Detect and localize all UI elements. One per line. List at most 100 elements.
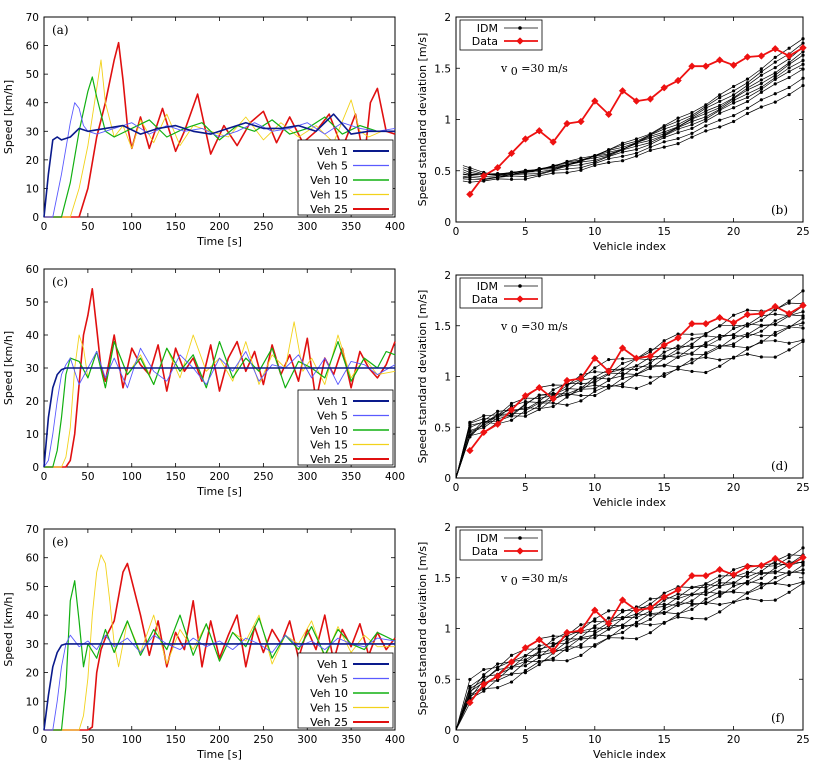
idm-point: [704, 112, 708, 116]
idm-point: [801, 50, 805, 54]
idm-run-line: [455, 341, 804, 479]
legend-marker: [518, 26, 522, 30]
idm-point: [773, 598, 777, 602]
x-tick-label: 200: [209, 471, 229, 483]
idm-point: [773, 561, 777, 566]
idm-point: [773, 330, 777, 335]
idm-point: [648, 145, 652, 149]
legend-label: Veh 15: [310, 189, 348, 202]
data-marker: [516, 295, 524, 303]
idm-point: [718, 111, 722, 115]
idm-point: [482, 417, 486, 421]
series-line-veh-15: [44, 59, 395, 218]
x-tick-label: 0: [41, 734, 48, 746]
idm-point: [509, 174, 514, 178]
idm-point: [718, 99, 722, 103]
idm-point: [704, 582, 708, 586]
y-tick-label: 1.5: [434, 573, 451, 585]
x-tick-label: 100: [122, 221, 142, 233]
data-marker: [785, 52, 793, 60]
idm-run-line: [462, 46, 804, 175]
idm-point: [704, 590, 708, 594]
idm-point: [732, 84, 736, 89]
idm-point: [704, 370, 708, 375]
idm-run-line: [455, 554, 804, 731]
idm-run-line: [455, 339, 804, 479]
idm-point: [787, 572, 791, 577]
idm-point: [745, 77, 750, 81]
idm-point: [759, 105, 763, 109]
x-tick-label: 300: [297, 221, 317, 233]
x-tick-label: 15: [658, 226, 671, 238]
idm-point: [676, 130, 680, 135]
idm-point: [676, 615, 680, 619]
data-marker: [632, 606, 641, 614]
data-marker: [729, 61, 738, 69]
idm-point: [620, 384, 625, 389]
y-tick-label: 30: [26, 363, 39, 375]
idm-point: [676, 142, 680, 146]
idm-point: [620, 636, 625, 640]
idm-point: [509, 401, 514, 406]
idm-point: [787, 583, 791, 588]
legend-marker: [518, 284, 522, 288]
data-marker: [493, 420, 502, 428]
idm-point: [579, 645, 583, 649]
idm-point: [690, 603, 694, 607]
idm-point: [662, 350, 666, 354]
idm-point: [496, 662, 500, 666]
idm-point: [593, 626, 597, 630]
idm-point: [773, 60, 777, 64]
idm-point: [634, 144, 639, 148]
idm-point: [607, 386, 611, 390]
legend-box: [297, 389, 394, 466]
series-line-veh-1: [43, 643, 395, 731]
idm-point: [718, 585, 722, 589]
idm-point: [593, 636, 597, 640]
idm-point: [759, 339, 763, 343]
idm-point: [787, 556, 791, 560]
panel-4-series: (e): [43, 535, 396, 731]
idm-point: [537, 404, 541, 408]
idm-point: [732, 568, 736, 572]
idm-point: [523, 402, 528, 406]
idm-point: [676, 332, 680, 336]
idm-point: [704, 592, 708, 597]
idm-point: [773, 566, 777, 570]
idm-point: [551, 169, 555, 173]
idm-point: [662, 363, 666, 367]
data-marker: [604, 619, 613, 628]
idm-point: [593, 366, 597, 370]
series-line-veh-5: [43, 347, 396, 468]
idm-point: [468, 168, 472, 172]
y-tick-label: 40: [26, 610, 39, 622]
idm-point: [565, 395, 569, 399]
idm-run-line: [455, 317, 804, 479]
idm-point: [745, 570, 750, 574]
idm-point: [787, 301, 791, 305]
data-marker: [702, 571, 710, 580]
idm-point: [759, 70, 763, 74]
data-marker: [702, 319, 710, 328]
idm-point: [801, 321, 805, 325]
idm-point: [745, 308, 750, 312]
idm-point: [801, 568, 805, 572]
x-tick-label: 25: [796, 482, 809, 494]
data-marker: [466, 446, 474, 455]
idm-point: [676, 347, 680, 351]
idm-point: [482, 414, 486, 418]
idm-point: [593, 629, 597, 633]
x-tick-label: 50: [81, 471, 94, 483]
data-marker: [771, 45, 779, 53]
annotation-value: =30 m/s: [518, 320, 568, 333]
idm-point: [579, 643, 583, 647]
idm-point: [620, 371, 625, 376]
idm-point: [634, 364, 639, 368]
panel-2-axes: 0 50 100 150 200 250 300 350 400 0 10 20 30 40 50 60 Tim…: [2, 264, 405, 498]
idm-point: [759, 318, 763, 322]
idm-point: [704, 106, 708, 110]
idm-point: [551, 383, 555, 387]
idm-run-line: [462, 42, 804, 176]
idm-point: [620, 616, 625, 621]
panel-4-axes: 0 50 100 150 200 250 300 350 400 0 10 20 30 40 50 60 70 T…: [2, 524, 405, 761]
